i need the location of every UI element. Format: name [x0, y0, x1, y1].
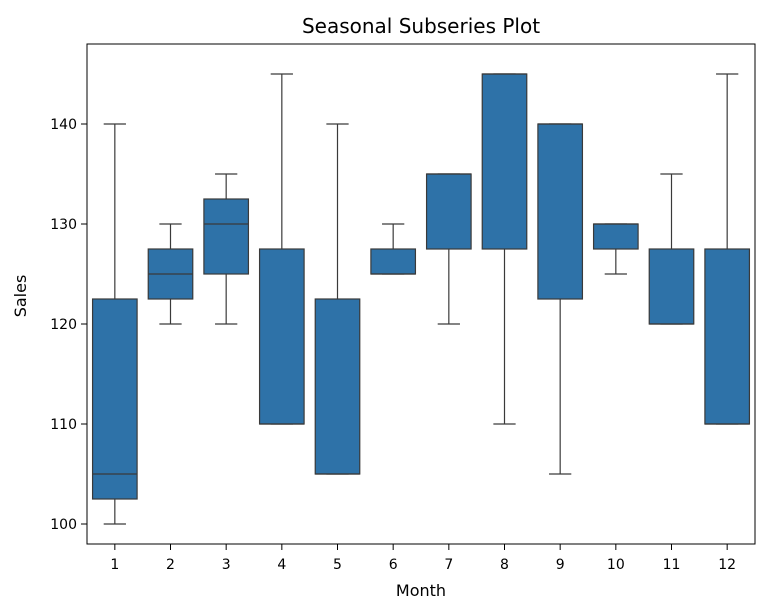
x-tick-label: 3	[222, 557, 231, 573]
box-month-11	[648, 173, 695, 325]
x-tick-label: 6	[389, 557, 398, 573]
box-month-6	[370, 223, 417, 275]
box-iqr	[537, 123, 584, 300]
x-tick-label: 5	[333, 557, 342, 573]
x-tick-label: 4	[277, 557, 286, 573]
x-tick-label: 10	[607, 557, 625, 573]
chart-title: Seasonal Subseries Plot	[302, 14, 540, 38]
x-tick-label: 9	[556, 557, 565, 573]
y-axis: 100 110 120 130 140	[50, 117, 87, 533]
x-tick-label: 7	[444, 557, 453, 573]
x-tick-label: 8	[500, 557, 509, 573]
box-iqr	[704, 248, 751, 425]
box-month-5	[314, 123, 361, 475]
box-iqr	[91, 298, 138, 500]
box-iqr	[592, 223, 639, 250]
box-iqr	[370, 248, 417, 275]
y-tick-label: 100	[50, 517, 77, 533]
y-tick-label: 140	[50, 117, 77, 133]
box-month-4	[258, 73, 305, 425]
x-tick-label: 11	[663, 557, 681, 573]
box-month-8	[481, 73, 528, 425]
plot-frame	[86, 43, 756, 545]
box-month-1	[91, 123, 138, 525]
box-month-7	[425, 173, 472, 325]
x-tick-label: 1	[110, 557, 119, 573]
box-iqr	[648, 248, 695, 325]
y-tick-label: 110	[50, 417, 77, 433]
y-axis-label: Sales	[11, 275, 30, 318]
x-axis-label: Month	[396, 581, 446, 600]
box-month-2	[147, 223, 194, 325]
box-iqr	[314, 298, 361, 475]
box-month-12	[704, 73, 751, 425]
y-tick-label: 130	[50, 217, 77, 233]
x-tick-label: 12	[718, 557, 736, 573]
x-axis: 1 2 3 4 5 6 7 8 9 10 11 12	[110, 544, 736, 573]
box-month-10	[592, 223, 639, 275]
box-month-9	[537, 123, 584, 475]
x-tick-label: 2	[166, 557, 175, 573]
box-iqr	[203, 198, 250, 275]
y-tick-label: 120	[50, 317, 77, 333]
box-iqr	[481, 73, 528, 250]
box-iqr	[425, 173, 472, 250]
box-month-3	[203, 173, 250, 325]
box-iqr	[258, 248, 305, 425]
plot-area	[91, 73, 751, 525]
